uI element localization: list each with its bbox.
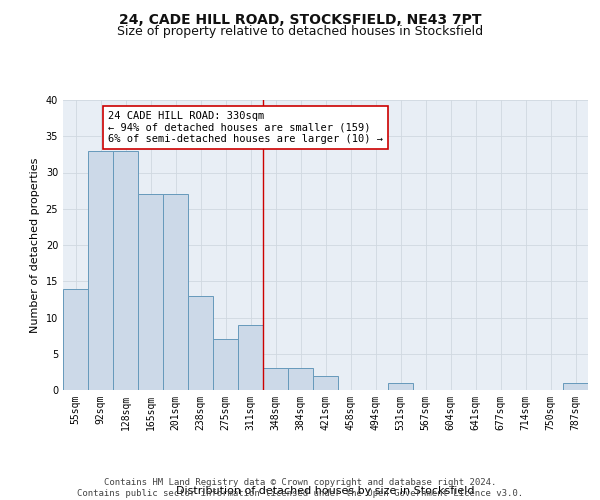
Text: Size of property relative to detached houses in Stocksfield: Size of property relative to detached ho…: [117, 25, 483, 38]
Bar: [213, 339, 238, 390]
Bar: [163, 194, 188, 390]
Bar: [238, 325, 263, 390]
Bar: [388, 383, 413, 390]
Bar: [88, 151, 113, 390]
Bar: [63, 288, 88, 390]
Bar: [113, 151, 138, 390]
Text: 24 CADE HILL ROAD: 330sqm
← 94% of detached houses are smaller (159)
6% of semi-: 24 CADE HILL ROAD: 330sqm ← 94% of detac…: [108, 111, 383, 144]
X-axis label: Distribution of detached houses by size in Stocksfield: Distribution of detached houses by size …: [176, 486, 475, 496]
Text: Contains HM Land Registry data © Crown copyright and database right 2024.
Contai: Contains HM Land Registry data © Crown c…: [77, 478, 523, 498]
Bar: [138, 194, 163, 390]
Text: 24, CADE HILL ROAD, STOCKSFIELD, NE43 7PT: 24, CADE HILL ROAD, STOCKSFIELD, NE43 7P…: [119, 12, 481, 26]
Bar: [288, 368, 313, 390]
Bar: [188, 296, 213, 390]
Bar: [563, 383, 588, 390]
Bar: [263, 368, 288, 390]
Bar: [313, 376, 338, 390]
Y-axis label: Number of detached properties: Number of detached properties: [30, 158, 40, 332]
